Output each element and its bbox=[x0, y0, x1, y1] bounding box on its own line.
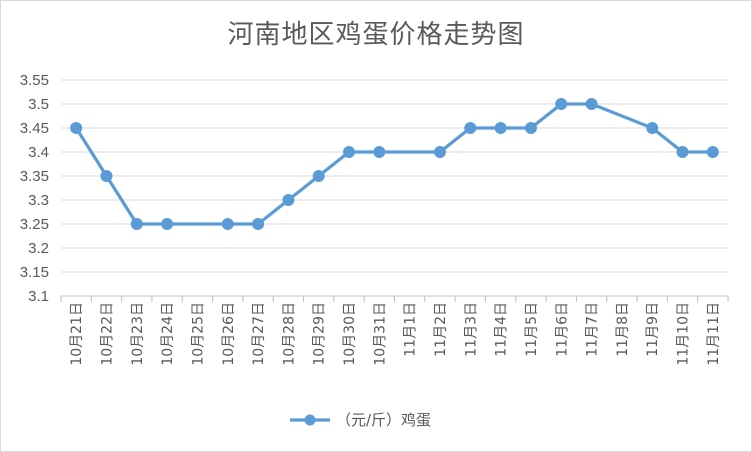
data-point bbox=[494, 122, 507, 134]
x-tick-label: 11月9日 bbox=[645, 302, 661, 357]
y-tick-label: 3.55 bbox=[20, 72, 49, 89]
chart-title: 河南地区鸡蛋价格走势图 bbox=[227, 20, 525, 50]
x-tick-label: 11月1日 bbox=[403, 302, 419, 357]
x-tick-label: 11月5日 bbox=[524, 302, 540, 357]
data-point bbox=[464, 122, 477, 134]
x-tick-label: 11月6日 bbox=[554, 302, 570, 357]
series-points bbox=[70, 98, 719, 230]
legend-label: （元/斤）鸡蛋 bbox=[336, 411, 431, 429]
data-point bbox=[524, 122, 537, 134]
x-tick-label: 10月24日 bbox=[160, 302, 176, 366]
x-tick-label: 11月2日 bbox=[433, 302, 449, 357]
x-tick-label: 11月4日 bbox=[494, 302, 510, 357]
y-tick-label: 3.1 bbox=[28, 288, 49, 305]
x-tick-label: 10月28日 bbox=[281, 302, 297, 366]
data-point bbox=[221, 218, 234, 230]
grid-lines bbox=[61, 79, 728, 273]
x-tick-label: 10月26日 bbox=[221, 302, 237, 366]
data-point bbox=[312, 170, 325, 182]
x-tick-label: 11月3日 bbox=[463, 302, 479, 357]
x-tick-label: 10月31日 bbox=[372, 302, 388, 366]
x-axis bbox=[60, 295, 729, 302]
y-tick-label: 3.2 bbox=[28, 240, 49, 257]
data-point bbox=[433, 146, 446, 158]
y-tick-label: 3.45 bbox=[20, 120, 49, 137]
data-point bbox=[343, 146, 356, 158]
x-tick-label: 11月8日 bbox=[615, 302, 631, 357]
series-line-path bbox=[74, 102, 715, 226]
x-tick-label: 11月7日 bbox=[585, 302, 601, 357]
x-tick-label: 10月27日 bbox=[251, 302, 267, 366]
data-point bbox=[100, 170, 113, 182]
y-tick-label: 3.5 bbox=[28, 96, 49, 113]
data-point bbox=[161, 218, 174, 230]
x-tick-label: 11月10日 bbox=[676, 302, 692, 366]
data-point bbox=[373, 146, 386, 158]
x-tick-label: 10月29日 bbox=[312, 302, 328, 366]
data-point bbox=[282, 194, 295, 206]
data-point bbox=[70, 122, 83, 134]
data-point bbox=[555, 98, 568, 110]
series-line bbox=[74, 102, 715, 226]
x-tick-labels: 10月21日 10月22日 10月23日 10月24日 10月25日 10月26日 10月2… bbox=[69, 302, 722, 366]
data-point bbox=[646, 122, 659, 134]
data-point bbox=[676, 146, 689, 158]
x-tick-label: 10月23日 bbox=[130, 302, 146, 366]
y-tick-label: 3.35 bbox=[20, 168, 49, 185]
y-tick-label: 3.15 bbox=[20, 264, 49, 281]
data-point bbox=[706, 146, 719, 158]
y-tick-labels: 3.55 3.5 3.45 3.4 3.35 3.3 3.25 3.2 3.15 3.1 bbox=[20, 72, 49, 305]
y-tick-label: 3.4 bbox=[28, 144, 49, 161]
x-tick-label: 10月21日 bbox=[69, 302, 85, 366]
data-point bbox=[585, 98, 598, 110]
x-tick-label: 10月25日 bbox=[190, 302, 206, 366]
data-point bbox=[252, 218, 265, 230]
legend: （元/斤）鸡蛋 bbox=[290, 411, 431, 429]
legend-dot-marker bbox=[304, 414, 316, 426]
x-tick-label: 11月11日 bbox=[706, 302, 722, 366]
x-tick-label: 10月30日 bbox=[342, 302, 358, 366]
data-point bbox=[130, 218, 143, 230]
x-tick-label: 10月22日 bbox=[99, 302, 115, 366]
y-tick-label: 3.25 bbox=[20, 216, 49, 233]
y-tick-label: 3.3 bbox=[28, 192, 49, 209]
